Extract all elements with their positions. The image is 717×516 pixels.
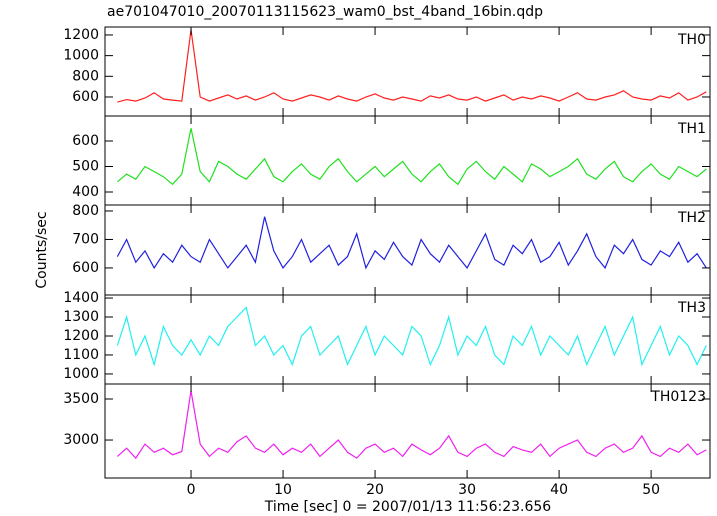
panel-label: TH3 [677,300,706,316]
data-line [117,29,707,103]
x-tick-label: 30 [458,482,476,498]
data-line [117,128,707,186]
data-line [117,390,707,460]
y-tick-label: 600 [72,133,99,149]
y-tick-label: 1000 [63,366,99,382]
x-tick-label: 0 [187,482,196,498]
panel-frame [104,115,711,206]
x-axis-label: Time [sec] 0 = 2007/01/13 11:56:23.656 [264,499,552,515]
x-tick-label: 50 [642,482,660,498]
y-tick-label: 1300 [63,309,99,325]
panel-frame [104,383,711,479]
y-tick-label: 1100 [63,347,99,363]
y-tick-label: 600 [72,260,99,276]
y-tick-label: 600 [72,89,99,105]
y-tick-label: 700 [72,231,99,247]
data-line [116,306,707,367]
x-tick-label: 10 [274,482,292,498]
x-tick-label: 20 [366,482,384,498]
data-line [116,216,707,270]
y-tick-label: 1400 [63,290,99,306]
panel-label: TH2 [677,210,706,226]
y-tick-label: 800 [72,68,99,84]
y-tick-label: 1000 [63,48,99,64]
y-tick-label: 800 [72,203,99,219]
y-tick-label: 400 [72,184,99,200]
y-tick-label: 1200 [63,27,99,43]
y-tick-label: 1200 [63,328,99,344]
y-tick-label: 500 [72,158,99,174]
y-tick-label: 3500 [63,391,99,407]
panel-label: TH1 [677,121,706,137]
panel-label: TH0123 [650,389,706,405]
y-tick-label: 3000 [63,432,99,448]
y-axis-label: Counts/sec [34,211,50,288]
panel-frame [104,26,711,117]
panel-label: TH0 [677,32,706,48]
x-tick-label: 40 [550,482,568,498]
chart-title: ae701047010_20070113115623_wam0_bst_4ban… [107,4,543,20]
